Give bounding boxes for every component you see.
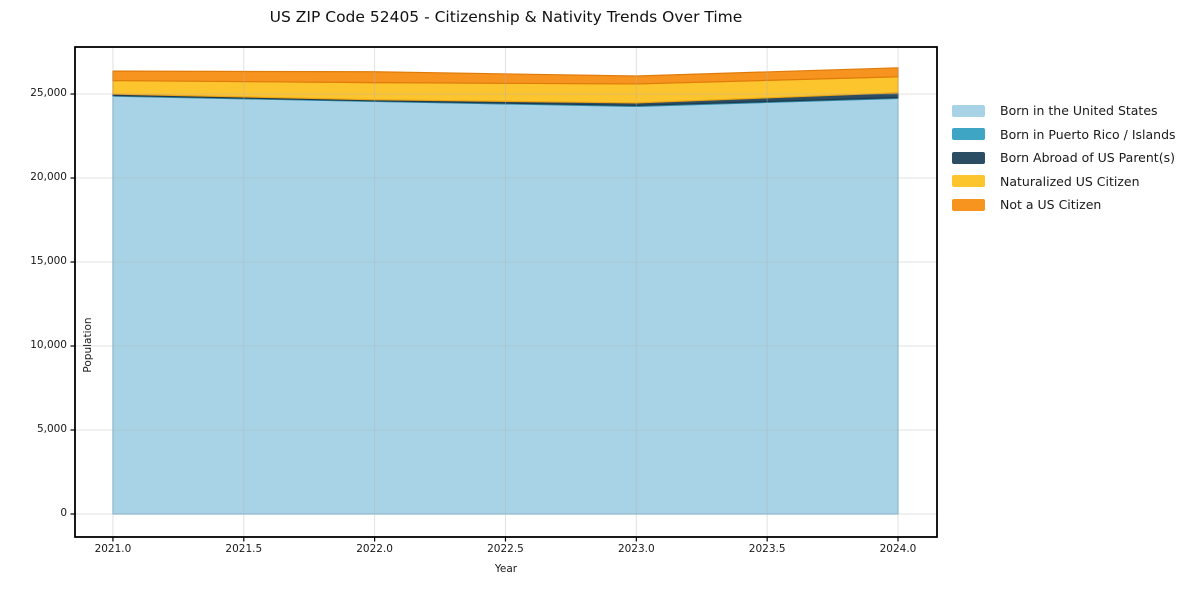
legend-label: Naturalized US Citizen [1000, 173, 1140, 189]
legend-label: Born in the United States [1000, 103, 1158, 118]
legend-swatch-icon [952, 128, 985, 140]
y-tick-label: 5,000 [36, 422, 67, 435]
x-tick-label: 2021.0 [94, 543, 132, 555]
legend: Born in the United States Born in Puerto … [952, 103, 1176, 222]
plot-area: Population [70, 46, 938, 542]
y-tick-label: 0 [60, 506, 67, 519]
legend-swatch-icon [952, 198, 985, 211]
y-tick-label: 15,000 [30, 255, 67, 267]
y-tick-label: 25,000 [30, 87, 67, 100]
legend-swatch-icon [952, 151, 985, 164]
x-tick-label: 2023.5 [748, 543, 786, 555]
x-tick-label: 2024.0 [879, 543, 917, 555]
x-tick-label: 2023.0 [617, 543, 655, 555]
legend-item: Not a US Citizen [952, 197, 1176, 212]
legend-item: Naturalized US Citizen [952, 173, 1176, 189]
legend-label: Born Abroad of US Parent(s) [1000, 150, 1175, 165]
legend-label: Born in Puerto Rico / Islands [1000, 126, 1176, 142]
y-tick-label: 10,000 [30, 339, 67, 351]
area-series-4 [112, 67, 899, 85]
legend-swatch-icon [952, 175, 985, 187]
legend-item: Born in the United States [952, 103, 1176, 118]
legend-swatch-icon [952, 104, 985, 117]
x-tick-label: 2021.5 [225, 543, 263, 555]
stacked-area-svg [70, 46, 938, 542]
x-tick-label: 2022.5 [487, 543, 524, 555]
legend-item: Born Abroad of US Parent(s) [952, 150, 1176, 165]
legend-label: Not a US Citizen [1000, 197, 1102, 212]
x-axis-label: Year [494, 563, 518, 575]
chart-title: US ZIP Code 52405 - Citizenship & Nativi… [269, 8, 743, 26]
y-tick-label: 20,000 [30, 171, 67, 184]
legend-item: Born in Puerto Rico / Islands [952, 126, 1176, 142]
x-tick-label: 2022.0 [356, 543, 393, 555]
y-axis-label: Population [82, 317, 94, 373]
